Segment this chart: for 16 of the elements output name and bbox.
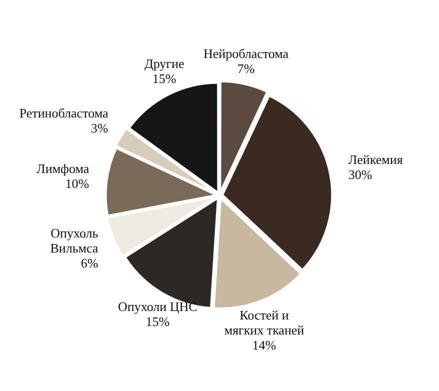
data-label: 6% — [80, 255, 98, 270]
data-label: 30% — [348, 167, 372, 182]
slice-label: Опухоль Вильмса — [50, 225, 98, 256]
data-label: 15% — [146, 314, 170, 329]
slice-label: Другие — [144, 56, 184, 72]
data-label: 14% — [252, 337, 276, 352]
slice-label: Опухоли ЦНС — [118, 299, 198, 314]
slice-label: Лейкемия — [348, 152, 403, 168]
slice-label: Ретинобластома — [19, 105, 108, 120]
data-label: 15% — [152, 71, 176, 86]
data-label: 3% — [90, 120, 108, 136]
slice-label: Лимфома — [36, 161, 90, 176]
data-label: 7% — [237, 60, 255, 76]
slice-label: Нейробластома — [203, 46, 289, 61]
slice-label: Костей и мягких тканей — [224, 307, 304, 338]
data-label: 10% — [65, 176, 90, 192]
